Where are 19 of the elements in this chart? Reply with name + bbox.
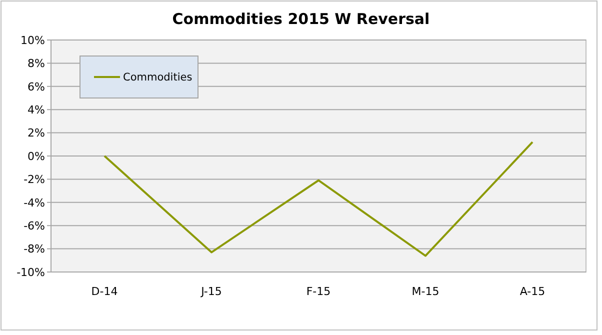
legend-label: Commodities bbox=[123, 72, 192, 84]
y-tick-label: 10% bbox=[20, 34, 45, 47]
line-series bbox=[104, 141, 534, 257]
x-tick-label: D-14 bbox=[91, 285, 118, 298]
x-tick-label: M-15 bbox=[412, 285, 440, 298]
y-tick-label: -8% bbox=[24, 242, 45, 256]
y-tick-label: -2% bbox=[24, 173, 45, 186]
y-tick-label: 6% bbox=[28, 80, 45, 94]
x-tick-label: F-15 bbox=[306, 285, 331, 298]
y-tick-label: -10% bbox=[16, 266, 45, 279]
y-tick-label: -4% bbox=[24, 196, 45, 210]
y-tick-label: 4% bbox=[28, 103, 45, 116]
chart-title: Commodities 2015 W Reversal bbox=[172, 10, 430, 28]
y-tick-label: 0% bbox=[28, 150, 45, 163]
y-tick-label: -6% bbox=[24, 219, 45, 232]
y-tick-label: 8% bbox=[28, 57, 45, 70]
x-tick-label: J-15 bbox=[200, 285, 222, 298]
y-tick-label: 2% bbox=[28, 126, 45, 140]
x-tick-label: A-15 bbox=[520, 285, 546, 298]
